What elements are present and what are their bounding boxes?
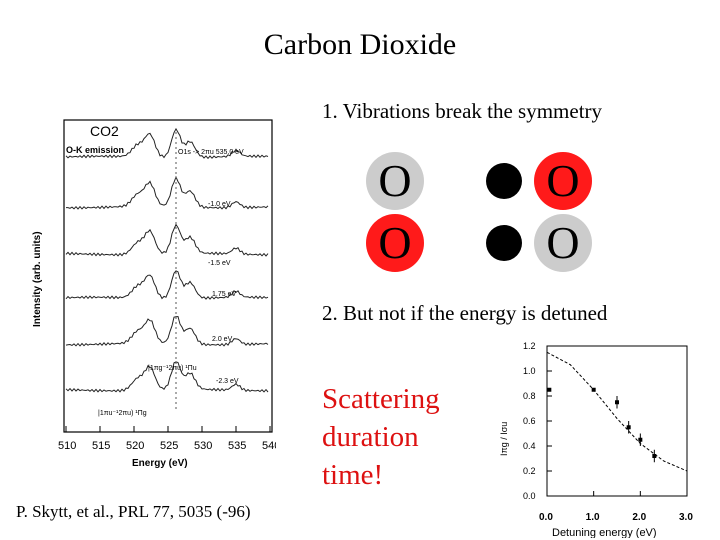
y-tick-label: 0.6	[523, 416, 536, 426]
x-tick-label: 520	[126, 440, 144, 452]
figure-title: CO2	[90, 123, 119, 139]
x-tick-label: 2.0	[632, 512, 646, 523]
trace-label-2: -1.0 eV	[208, 201, 231, 208]
y-tick-label: 1.0	[523, 366, 536, 376]
trace-label-3: -1.5 eV	[208, 260, 231, 267]
y-tick-label: 0.0	[523, 491, 536, 501]
x-tick-label: 0.0	[539, 512, 553, 523]
x-tick-label: 530	[194, 440, 212, 452]
scattering-line-1: Scattering	[322, 383, 440, 415]
x-tick-label: 540	[262, 440, 276, 452]
point-detuned: 2. But not if the energy is detuned	[322, 301, 608, 325]
annotation-1: |1πg⁻¹2πu) ¹Πu	[148, 365, 197, 372]
spectra-traces	[65, 127, 269, 412]
data-point	[615, 400, 619, 405]
x-tick-label: 510	[58, 440, 76, 452]
carbon-atom-top	[486, 163, 522, 199]
chart-y-label: Iπg / Iσu	[499, 422, 509, 456]
spectrum-trace	[65, 223, 269, 257]
chart-points	[547, 387, 657, 463]
y-tick-label: 0.8	[523, 391, 536, 401]
point-vibrations: 1. Vibrations break the symmetry	[322, 99, 603, 123]
oxygen-atom-left-bottom: O	[366, 214, 424, 272]
spectrum-trace	[65, 315, 269, 347]
x-tick-label: 515	[92, 440, 110, 452]
data-point	[626, 425, 631, 430]
data-point	[591, 387, 596, 392]
scattering-line-3: time!	[322, 459, 384, 491]
x-tick-label: 535	[228, 440, 246, 452]
emission-spectra-figure: CO2 O-K emission Intensity (arb. units) …	[32, 119, 276, 469]
trace-label-4: 1.75 eV	[212, 291, 236, 298]
x-axis-label: Energy (eV)	[132, 458, 188, 469]
spectrum-trace	[65, 127, 269, 160]
x-tick-label: 1.0	[586, 512, 600, 523]
oxygen-atom-right-top: O	[534, 152, 592, 210]
oxygen-atom-left-top: O	[366, 152, 424, 210]
trace-label-6: -2.3 eV	[216, 378, 239, 385]
chart-x-label: Detuning energy (eV)	[552, 527, 657, 538]
chart-frame	[546, 345, 688, 497]
annotation-2: |1πu⁻¹2πu) ¹Πg	[98, 410, 147, 417]
scattering-line-2: duration	[322, 421, 419, 453]
chart-ticks: 0.0 0.2 0.4 0.6 0.8 1.0 1.2 0.0 1.0 2.0 3.0	[523, 341, 693, 523]
data-point	[652, 454, 657, 458]
figure-subtitle: O-K emission	[66, 145, 124, 155]
page-title: Carbon Dioxide	[263, 28, 457, 61]
scattering-note: Scattering duration time!	[322, 380, 440, 494]
y-tick-label: 0.2	[523, 466, 536, 476]
y-tick-label: 0.4	[523, 441, 536, 451]
x-tick-label: 525	[160, 440, 178, 452]
detuning-chart: Iπg / Iσu Detuning energy (eV) 0.0 0.2 0.4…	[499, 341, 693, 538]
x-axis-ticks: 510 515 520 525 530 535 540	[58, 426, 276, 452]
data-point	[547, 387, 552, 392]
model-curve	[546, 351, 688, 472]
oxygen-atom-right-bottom: O	[534, 214, 592, 272]
chart-curve	[546, 351, 688, 472]
trace-label-5: 2.0 eV	[212, 336, 233, 343]
y-tick-label: 1.2	[523, 341, 536, 351]
citation: P. Skytt, et al., PRL 77, 5035 (-96)	[16, 502, 251, 521]
carbon-atom-bottom	[486, 225, 522, 261]
spectrum-trace	[65, 270, 269, 300]
y-axis-label: Intensity (arb. units)	[32, 231, 43, 327]
data-point	[638, 437, 643, 442]
x-tick-label: 3.0	[679, 512, 693, 523]
trace-label-1: O1s -> 2πu 535.0 eV	[178, 149, 244, 156]
spectrum-trace	[65, 361, 269, 393]
spectrum-trace	[66, 175, 269, 210]
